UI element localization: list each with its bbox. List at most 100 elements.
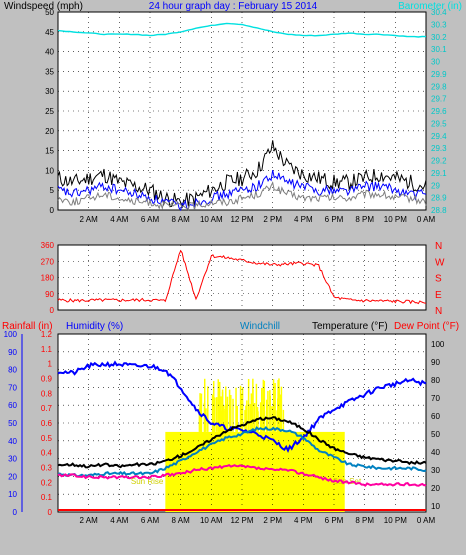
x-tick-label: 12 PM bbox=[230, 215, 253, 224]
sunshine-area bbox=[165, 431, 345, 512]
y2-tick-label: 29.8 bbox=[431, 82, 447, 91]
sun-rise-label: Sun Rise bbox=[131, 477, 164, 486]
series-wind bbox=[57, 170, 427, 212]
y-tick-label: 20 bbox=[45, 127, 54, 136]
series-temperature bbox=[57, 416, 427, 469]
x-tick-label: 0 AM bbox=[417, 516, 436, 525]
y-tick-label: 0 bbox=[50, 206, 55, 215]
y2-tick-label: 28.8 bbox=[431, 206, 447, 215]
x-tick-label: 2 PM bbox=[263, 516, 282, 525]
compass-label: W bbox=[435, 257, 445, 268]
y2-tick-label: 29.1 bbox=[431, 169, 447, 178]
windchill-label: Windchill bbox=[240, 321, 280, 332]
x-tick-label: 10 PM bbox=[384, 516, 407, 525]
y-tick-label: 0.3 bbox=[41, 464, 53, 473]
y2-tick-label: 29.5 bbox=[431, 119, 447, 128]
y-tick-label: 40 bbox=[45, 48, 54, 57]
y-tick-label: 25 bbox=[45, 107, 54, 116]
x-tick-label: 10 AM bbox=[200, 215, 223, 224]
y-tick-label: 70 bbox=[8, 383, 17, 392]
x-tick-label: 10 AM bbox=[200, 516, 223, 525]
temp-x-ticks: 2 AM 4 AM 6 AM 8 AM 10 AM 12 PM 2 PM 4 PM 6 PM 8 … bbox=[80, 516, 436, 525]
y-tick-label: 60 bbox=[8, 401, 17, 410]
y-tick-label: 5 bbox=[50, 186, 55, 195]
y2-tick-label: 29.6 bbox=[431, 107, 447, 116]
compass-label: S bbox=[435, 274, 442, 285]
y2-tick-label: 29.4 bbox=[431, 132, 447, 141]
y-tick-label: 10 bbox=[45, 166, 54, 175]
series-windchill bbox=[57, 426, 427, 478]
y-tick-label: 0.9 bbox=[41, 375, 53, 384]
y2-tick-label: 30.2 bbox=[431, 33, 447, 42]
y-tick-label: 0.2 bbox=[41, 478, 53, 487]
y-tick-label: 180 bbox=[41, 274, 55, 283]
y-tick-label: 0 bbox=[48, 508, 53, 517]
temp-y-ticks: 10 20 30 40 50 60 70 80 90 100 bbox=[431, 340, 445, 511]
series-gust bbox=[57, 140, 427, 209]
barometer-y-ticks: 28.8 28.9 29 29.1 29.2 29.3 29.4 29.5 29.6 29.7 29… bbox=[431, 8, 447, 215]
y-tick-label: 90 bbox=[45, 290, 54, 299]
y2-tick-label: 28.9 bbox=[431, 194, 447, 203]
y-tick-label: 0.7 bbox=[41, 404, 53, 413]
y-tick-label: 1.1 bbox=[41, 345, 53, 354]
temperature-axis-title: Temperature (°F) bbox=[312, 321, 388, 332]
x-tick-label: 0 AM bbox=[417, 215, 436, 224]
wind-axis-title: Windspeed (mph) bbox=[4, 1, 83, 12]
x-tick-label: 2 AM bbox=[80, 516, 99, 525]
y-tick-label: 50 bbox=[45, 8, 54, 17]
series-direction bbox=[57, 249, 427, 305]
x-tick-label: 6 PM bbox=[325, 516, 344, 525]
y-tick-label: 1 bbox=[48, 360, 53, 369]
y2-tick-label: 30.4 bbox=[431, 8, 447, 17]
x-tick-label: 4 AM bbox=[110, 215, 129, 224]
x-tick-label: 10 PM bbox=[384, 215, 407, 224]
chart-title: 24 hour graph day : February 15 2014 bbox=[149, 1, 318, 12]
y-tick-label: 100 bbox=[431, 340, 445, 349]
x-tick-label: 8 AM bbox=[172, 516, 191, 525]
x-tick-label: 6 AM bbox=[141, 215, 160, 224]
compass-label: N bbox=[435, 306, 442, 317]
y2-tick-label: 29.9 bbox=[431, 70, 447, 79]
y2-tick-label: 30 bbox=[431, 58, 440, 67]
rainfall-y-ticks: 0 0.1 0.2 0.3 0.4 0.5 0.6 0.7 0.8 0.9 1 1.1 1.2 bbox=[41, 330, 53, 517]
wind-y-ticks: 0 5 10 15 20 25 30 35 40 45 50 bbox=[45, 8, 54, 215]
y2-tick-label: 29.2 bbox=[431, 157, 447, 166]
rainfall-axis-title: Rainfall (in) bbox=[2, 321, 53, 332]
y-tick-label: 100 bbox=[4, 330, 18, 339]
y-tick-label: 90 bbox=[8, 348, 17, 357]
y-tick-label: 50 bbox=[431, 430, 440, 439]
series-barometer bbox=[57, 22, 427, 38]
series-wind_gray bbox=[57, 181, 427, 211]
y2-tick-label: 30.1 bbox=[431, 45, 447, 54]
y-tick-label: 15 bbox=[45, 147, 54, 156]
y2-tick-label: 29.7 bbox=[431, 95, 447, 104]
x-tick-label: 4 AM bbox=[110, 516, 129, 525]
humidity-axis-title: Humidity (%) bbox=[66, 321, 123, 332]
x-tick-label: 8 PM bbox=[355, 516, 374, 525]
y2-tick-label: 29.3 bbox=[431, 144, 447, 153]
wind-x-ticks: 2 AM 4 AM 6 AM 8 AM 10 AM 12 PM 2 PM 4 PM 6 PM 8 … bbox=[80, 215, 436, 224]
y-tick-label: 0 bbox=[13, 508, 18, 517]
x-tick-label: 6 AM bbox=[141, 516, 160, 525]
y-tick-label: 40 bbox=[431, 448, 440, 457]
y-tick-label: 90 bbox=[431, 358, 440, 367]
y-tick-label: 10 bbox=[431, 502, 440, 511]
dew-point-label: Dew Point (°F) bbox=[394, 321, 459, 332]
y-tick-label: 80 bbox=[431, 376, 440, 385]
x-tick-label: 8 AM bbox=[172, 215, 191, 224]
compass-label: E bbox=[435, 290, 442, 301]
y-tick-label: 360 bbox=[41, 241, 55, 250]
x-tick-label: 12 PM bbox=[230, 516, 253, 525]
direction-y-ticks: 0 90 180 270 360 bbox=[41, 241, 55, 315]
y-tick-label: 60 bbox=[431, 412, 440, 421]
humidity-y-ticks: 0 10 20 30 40 50 60 70 80 90 100 bbox=[4, 330, 18, 517]
y-tick-label: 0 bbox=[50, 306, 55, 315]
x-tick-label: 6 PM bbox=[325, 215, 344, 224]
y-tick-label: 0.8 bbox=[41, 389, 53, 398]
x-tick-label: 4 PM bbox=[294, 215, 313, 224]
series-dewpoint bbox=[57, 463, 427, 487]
y-tick-label: 30 bbox=[45, 87, 54, 96]
y-tick-label: 270 bbox=[41, 257, 55, 266]
y-tick-label: 30 bbox=[431, 466, 440, 475]
